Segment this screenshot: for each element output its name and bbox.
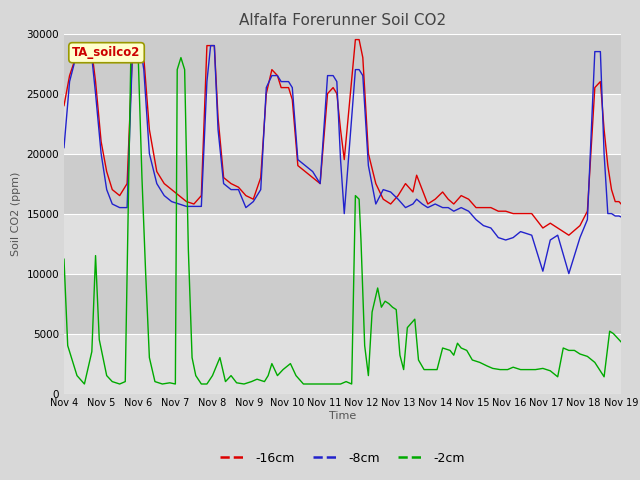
Bar [64, 34, 621, 94]
Bar [64, 94, 621, 154]
Bar [64, 334, 621, 394]
Y-axis label: Soil CO2 (ppm): Soil CO2 (ppm) [11, 171, 21, 256]
Bar [64, 214, 621, 274]
Legend: -16cm, -8cm, -2cm: -16cm, -8cm, -2cm [215, 447, 470, 469]
X-axis label: Time: Time [329, 411, 356, 421]
Text: TA_soilco2: TA_soilco2 [72, 46, 141, 59]
Title: Alfalfa Forerunner Soil CO2: Alfalfa Forerunner Soil CO2 [239, 13, 446, 28]
Bar [64, 274, 621, 334]
Bar [64, 154, 621, 214]
